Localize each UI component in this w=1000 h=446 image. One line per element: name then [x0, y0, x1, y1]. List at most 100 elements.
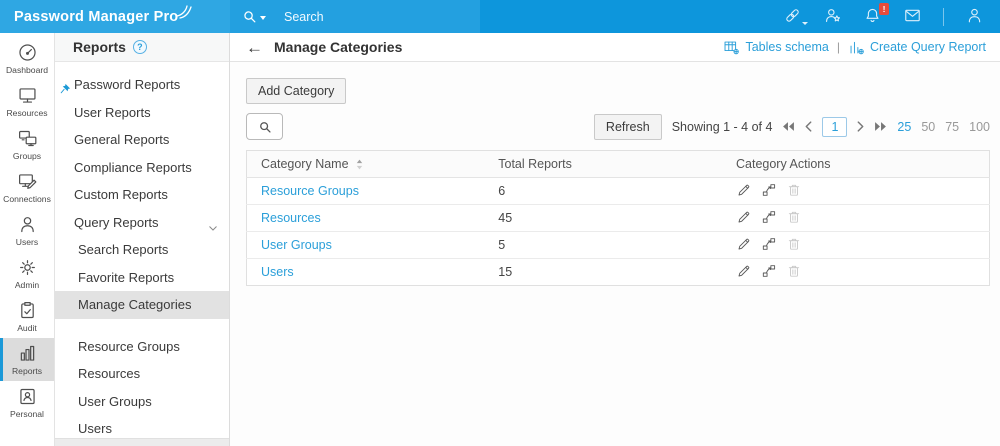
sidebar-item-dashboard[interactable]: Dashboard [0, 37, 54, 80]
page-size-75[interactable]: 75 [945, 119, 960, 134]
chevron-down-icon [207, 216, 219, 244]
user-button[interactable] [965, 6, 984, 28]
menu-item-label: Custom Reports [74, 187, 168, 202]
category-name-link[interactable]: Resources [261, 211, 321, 225]
sidebar-item-label: Groups [12, 151, 42, 161]
move-category-button[interactable] [761, 263, 777, 282]
table-schema-icon [723, 40, 740, 55]
create-query-report-link[interactable]: Create Query Report [848, 40, 986, 55]
move-icon [761, 209, 777, 225]
menu-item-label: Manage Categories [78, 297, 192, 312]
reports-menu-item-users[interactable]: Users [55, 415, 229, 443]
category-name-link[interactable]: Resource Groups [261, 184, 359, 198]
sidebar-item-personal[interactable]: Personal [0, 381, 54, 424]
sidebar-item-users[interactable]: Users [0, 209, 54, 252]
move-category-button[interactable] [761, 209, 777, 228]
sidebar-item-reports[interactable]: Reports [0, 338, 54, 381]
back-button[interactable]: ← [246, 37, 263, 57]
category-name-link[interactable]: Users [261, 265, 294, 279]
caret-down-icon [802, 21, 808, 25]
sidebar-item-connections[interactable]: Connections [0, 166, 54, 209]
sidebar-item-label: Resources [6, 108, 48, 118]
page-size-25[interactable]: 25 [897, 119, 912, 134]
reports-menu-item-resource-groups[interactable]: Resource Groups [55, 333, 229, 361]
edit-icon [736, 263, 752, 279]
bell-button[interactable]: ! [863, 2, 889, 28]
refresh-button[interactable]: Refresh [593, 113, 662, 140]
tables-schema-link[interactable]: Tables schema [723, 40, 829, 55]
reports-menu-item-query-reports[interactable]: Query Reports [55, 209, 229, 237]
showing-range-text: Showing 1 - 4 of 4 [671, 119, 773, 134]
table-search-button[interactable] [246, 113, 283, 140]
user-icon [965, 6, 984, 25]
column-header-category-name[interactable]: Category Name [246, 150, 485, 178]
current-page-number[interactable]: 1 [822, 116, 848, 137]
reports-menu-item-manage-categories[interactable]: Manage Categories [55, 291, 229, 319]
sidebar-item-label: Connections [3, 194, 51, 204]
link-icon [783, 6, 802, 25]
reports-menu-item-user-reports[interactable]: User Reports [55, 99, 229, 127]
sidebar-item-groups[interactable]: Groups [0, 123, 54, 166]
edit-category-button[interactable] [736, 182, 752, 201]
link-divider: | [836, 40, 840, 54]
query-report-icon [848, 40, 865, 55]
last-page-icon[interactable] [874, 121, 887, 132]
menu-item-label: General Reports [74, 132, 170, 147]
edit-category-button[interactable] [736, 236, 752, 255]
move-category-button[interactable] [761, 236, 777, 255]
category-actions [736, 263, 989, 282]
help-icon[interactable]: ? [132, 40, 147, 54]
sidebar-item-audit[interactable]: Audit [0, 295, 54, 338]
menu-item-label: Resource Groups [78, 338, 180, 354]
delete-icon [786, 209, 802, 225]
mail-button[interactable] [903, 6, 922, 28]
link-button[interactable] [783, 6, 808, 28]
category-name-link[interactable]: User Groups [261, 238, 332, 252]
reports-menu-item-resources[interactable]: Resources [55, 360, 229, 388]
edit-category-button[interactable] [736, 263, 752, 282]
user-star-button[interactable] [823, 6, 842, 28]
search-icon [258, 120, 272, 134]
edit-category-button[interactable] [736, 209, 752, 228]
reports-sidebar-header: Reports ? [55, 33, 229, 62]
column-label: Category Actions [736, 157, 831, 171]
gear-icon [17, 257, 38, 278]
table-body: Resource Groups 6 Resources 45 User Grou… [246, 177, 990, 286]
total-reports-value: 6 [498, 184, 506, 198]
reports-menu-item-compliance-reports[interactable]: Compliance Reports [55, 154, 229, 182]
move-icon [761, 182, 777, 198]
reports-menu-item-user-groups[interactable]: User Groups [55, 388, 229, 416]
pagination-toolbar: Refresh Showing 1 - 4 of 4 1 [593, 113, 990, 140]
id-badge-icon [17, 386, 38, 407]
move-category-button[interactable] [761, 182, 777, 201]
page-size-100[interactable]: 100 [969, 119, 990, 134]
delete-category-button [786, 182, 802, 201]
app-logo[interactable]: Password Manager Pro [0, 0, 230, 33]
search-icon [242, 9, 257, 24]
add-category-button[interactable]: Add Category [246, 78, 347, 104]
next-page-icon[interactable] [856, 121, 865, 132]
first-page-icon[interactable] [782, 121, 795, 132]
content-header: ← Manage Categories Tables schema | Create… [230, 33, 1000, 62]
sidebar-item-admin[interactable]: Admin [0, 252, 54, 295]
reports-menu-item-password-reports[interactable]: Password Reports [55, 71, 229, 99]
reports-menu: Password Reports User Reports General Repo… [55, 62, 229, 443]
header-icon-group: ! [783, 0, 1000, 33]
column-label: Category Name [261, 156, 349, 171]
previous-page-icon[interactable] [804, 121, 813, 132]
page-size-50[interactable]: 50 [921, 119, 936, 134]
reports-menu-item-favorite-reports[interactable]: Favorite Reports [55, 264, 229, 292]
sidebar-bottom-strip [55, 438, 229, 446]
column-header-total-reports: Total Reports [484, 150, 722, 178]
reports-menu-item-general-reports[interactable]: General Reports [55, 126, 229, 154]
menu-item-label: User Groups [78, 393, 152, 409]
menu-section-gap [55, 319, 229, 333]
logo-swoosh-icon [176, 5, 193, 19]
reports-menu-item-search-reports[interactable]: Search Reports [55, 236, 229, 264]
sidebar-item-resources[interactable]: Resources [0, 80, 54, 123]
sidebar-item-label: Reports [11, 366, 43, 376]
search-scope-caret-icon[interactable] [260, 15, 266, 20]
reports-menu-item-custom-reports[interactable]: Custom Reports [55, 181, 229, 209]
global-search-input[interactable]: Search [230, 0, 480, 33]
sort-icon[interactable] [355, 158, 364, 171]
